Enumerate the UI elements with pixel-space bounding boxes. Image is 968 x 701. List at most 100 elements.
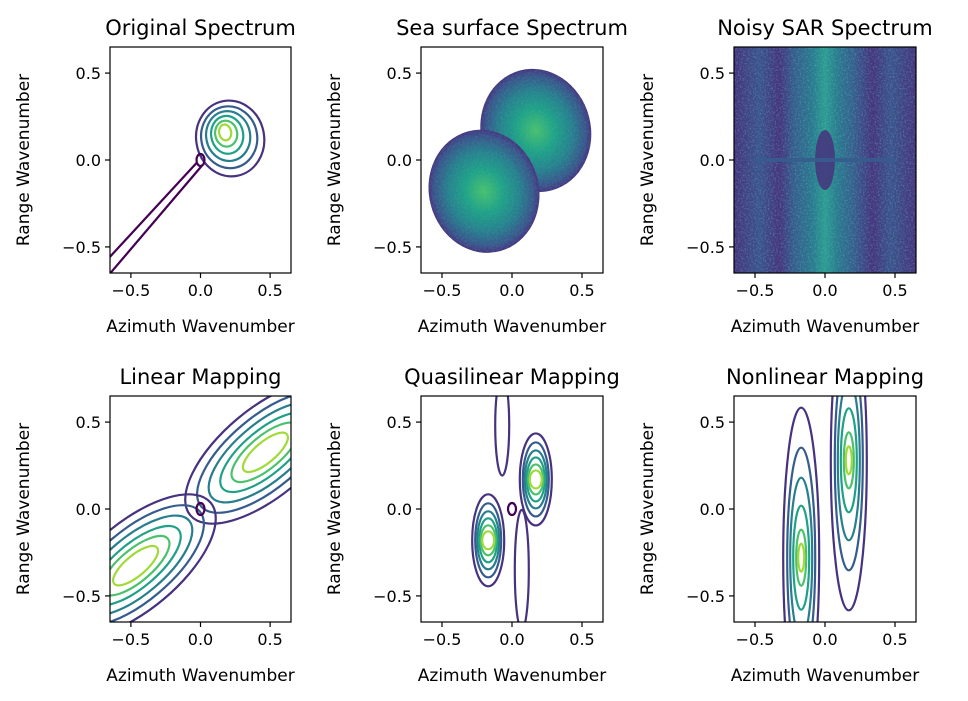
- contour-lobe-2-level-3: [476, 510, 501, 571]
- contour-lobe-1-level-4: [219, 411, 291, 494]
- x-axis-label: Azimuth Wavenumber: [418, 317, 606, 337]
- contour-lobe-2-level-5: [479, 524, 497, 557]
- y-tick-label: 0.5: [700, 64, 725, 83]
- side-lobe-upper: [494, 396, 511, 477]
- y-tick-label: −0.5: [686, 238, 725, 257]
- contour-lobe-2-level-1: [110, 493, 217, 622]
- plot-area: [110, 99, 266, 273]
- y-axis-label: Range Wavenumber: [638, 423, 658, 595]
- contour-lobe-1-level-2: [833, 396, 864, 572]
- contour-lobe-1-level-3: [207, 401, 291, 504]
- x-tick-label: 0.0: [812, 630, 837, 649]
- center-line: [755, 158, 895, 162]
- contour-lobe-2-level-6: [797, 542, 806, 573]
- y-tick-label: −0.5: [373, 238, 412, 257]
- subplot-title: Original Spectrum: [105, 16, 296, 40]
- contour-level-2: [199, 105, 259, 170]
- x-tick-label: 0.0: [188, 630, 213, 649]
- x-tick-label: 0.5: [257, 630, 282, 649]
- x-axis-label: Azimuth Wavenumber: [106, 317, 294, 337]
- y-tick-label: 0.5: [387, 64, 412, 83]
- y-tick-label: −0.5: [62, 238, 101, 257]
- origin-contour: [506, 501, 518, 517]
- contour-lobe-2-level-6: [481, 530, 496, 551]
- contour-lobe-2-level-6: [112, 544, 160, 587]
- contour-lobe-2-level-2: [786, 446, 817, 622]
- y-tick-label: 0.0: [387, 500, 412, 519]
- origin-contour: [195, 501, 206, 517]
- x-tick-label: 0.0: [188, 281, 213, 300]
- contour-lobe-2-level-4: [110, 524, 182, 607]
- contour-lobe-2-level-4: [792, 504, 811, 611]
- x-tick-label: −0.5: [736, 630, 775, 649]
- contour-level-1: [194, 99, 266, 178]
- contour-lobe-1-level-2: [521, 441, 550, 518]
- subplot-title: Noisy SAR Spectrum: [717, 16, 933, 40]
- subplot-3: −0.5 0.0 0.5 −0.5 0.0 0.5 Noisy SAR Spectrum Az…: [638, 16, 933, 337]
- contour-lobe-2-level-4: [478, 517, 499, 564]
- contour-lobe-1-level-3: [836, 396, 861, 542]
- y-tick-label: 0.0: [700, 500, 725, 519]
- contour-lobe-2-level-2: [110, 504, 205, 622]
- contour-lobe-2-level-3: [789, 476, 814, 622]
- x-tick-label: 0.5: [882, 630, 907, 649]
- contour-lobe-1-level-1: [829, 396, 868, 612]
- subplot-title: Nonlinear Mapping: [726, 365, 924, 389]
- x-axis-label: Azimuth Wavenumber: [731, 666, 919, 686]
- contour-lobe-1-level-6: [844, 445, 853, 476]
- y-tick-label: −0.5: [373, 587, 412, 606]
- contour-lobe-2-level-1: [471, 493, 506, 588]
- contour-level-5: [214, 119, 239, 148]
- contour-lobe-2-level-3: [110, 514, 194, 617]
- subplot-2: −0.5 0.0 0.5 −0.5 0.0 0.5 Sea surface Spectrum…: [325, 16, 628, 337]
- x-axis-label: Azimuth Wavenumber: [731, 317, 919, 337]
- axes-frame: [733, 395, 917, 623]
- y-axis-label: Range Wavenumber: [14, 423, 34, 595]
- contour-lobe-1-level-6: [241, 431, 289, 474]
- y-tick-label: 0.0: [76, 151, 101, 170]
- x-tick-label: 0.0: [499, 281, 524, 300]
- contour-lobe-1-level-6: [528, 469, 543, 490]
- y-tick-label: 0.0: [700, 151, 725, 170]
- y-axis-label: Range Wavenumber: [325, 423, 345, 595]
- x-axis-label: Azimuth Wavenumber: [418, 666, 606, 686]
- spectrum-lobe-texture: [428, 129, 540, 253]
- axes-frame: [420, 395, 604, 623]
- contour-lobe-1-level-4: [839, 407, 858, 514]
- contour-lobe-2-level-5: [795, 528, 808, 587]
- axes-frame: [109, 46, 292, 274]
- y-tick-label: 0.5: [76, 64, 101, 83]
- y-tick-label: −0.5: [686, 587, 725, 606]
- x-tick-label: −0.5: [423, 630, 462, 649]
- plot-area: [110, 396, 291, 622]
- y-tick-label: 0.0: [76, 500, 101, 519]
- contour-lobe-1-level-5: [230, 421, 291, 484]
- subplot-5: −0.5 0.0 0.5 −0.5 0.0 0.5 Quasilinear Mapping A…: [325, 365, 620, 686]
- plot-area: [734, 47, 916, 273]
- side-lobe-lower: [513, 508, 530, 622]
- contour-lobe-2-level-2: [474, 502, 503, 579]
- x-tick-label: −0.5: [736, 281, 775, 300]
- subplot-title: Sea surface Spectrum: [396, 16, 628, 40]
- y-tick-label: 0.5: [76, 413, 101, 432]
- x-tick-label: −0.5: [111, 281, 150, 300]
- x-tick-label: 0.5: [569, 630, 594, 649]
- y-tick-label: −0.5: [62, 587, 101, 606]
- plot-area: [471, 396, 553, 622]
- contour-lobe-1-level-1: [518, 432, 553, 527]
- contour-level-6: [217, 123, 233, 142]
- y-axis-label: Range Wavenumber: [638, 74, 658, 246]
- subplot-1: −0.5 0.0 0.5 −0.5 0.0 0.5 Original Spectrum Azi…: [14, 16, 296, 337]
- contour-lobe-1-level-3: [523, 449, 548, 510]
- contour-lobe-1-level-4: [525, 456, 546, 503]
- origin-wedge-contour: [110, 162, 204, 273]
- contour-lobe-1-level-1: [184, 396, 291, 525]
- x-tick-label: 0.5: [882, 281, 907, 300]
- origin-contour: [195, 152, 206, 168]
- subplot-title: Quasilinear Mapping: [404, 365, 620, 389]
- contour-lobe-2-level-5: [110, 534, 171, 597]
- x-tick-label: 0.5: [569, 281, 594, 300]
- contour-lobe-2-level-1: [782, 406, 821, 622]
- subplot-title: Linear Mapping: [119, 365, 281, 389]
